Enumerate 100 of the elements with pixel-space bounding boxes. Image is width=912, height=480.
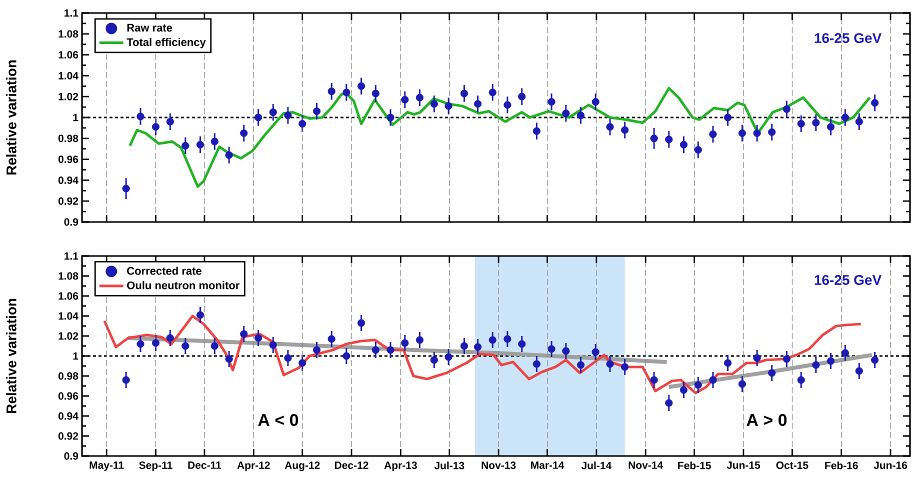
y-tick-label: 0.98 — [58, 134, 78, 142]
line-series — [103, 314, 862, 394]
point — [152, 339, 160, 347]
point — [269, 108, 277, 116]
y-tick-label: 1.08 — [58, 272, 78, 280]
point — [401, 339, 409, 347]
point — [576, 361, 585, 369]
point — [518, 340, 526, 348]
point — [284, 112, 292, 120]
point — [782, 105, 790, 113]
point — [372, 346, 380, 354]
point — [855, 367, 863, 375]
x-tick-label: Jun-16 — [874, 462, 908, 469]
point — [328, 335, 336, 343]
point — [841, 114, 849, 122]
point — [136, 112, 144, 120]
point — [474, 343, 482, 351]
point — [386, 114, 394, 122]
point — [122, 376, 130, 384]
y-tick-label: 0.96 — [58, 156, 78, 164]
x-tick-label: Feb-16 — [825, 462, 858, 470]
y-tick-label: 0.94 — [58, 176, 78, 184]
point — [532, 127, 540, 135]
x-tick-label: Nov-14 — [628, 462, 664, 469]
point — [782, 355, 790, 363]
y-tick-label: 1.08 — [58, 30, 78, 38]
point — [225, 355, 233, 363]
point — [738, 129, 746, 137]
point — [122, 184, 130, 192]
point — [136, 340, 144, 348]
point — [665, 136, 673, 144]
x-tick-label: Mar-14 — [531, 462, 564, 469]
point — [562, 347, 570, 355]
point — [254, 114, 262, 122]
point — [738, 380, 746, 388]
point — [182, 342, 190, 350]
point — [210, 342, 218, 350]
point — [724, 359, 732, 367]
x-tick-label: Jun-15 — [726, 462, 760, 469]
point — [532, 360, 540, 368]
point — [606, 123, 614, 131]
y-tick-label: 1.06 — [58, 292, 78, 300]
y-tick-label: 1.04 — [58, 312, 78, 320]
point — [680, 386, 688, 394]
y-tick-label: 1 — [73, 352, 78, 360]
x-tick-label: Nov-13 — [482, 462, 516, 469]
annotation: A > 0 — [746, 414, 787, 426]
point — [826, 123, 835, 131]
annotation: 16-25 GeV — [814, 275, 882, 285]
point — [724, 114, 732, 122]
point — [488, 88, 496, 96]
point — [240, 129, 248, 137]
point — [709, 130, 717, 138]
line-series — [128, 86, 872, 188]
point — [812, 361, 820, 369]
legend-label: Total efficiency — [126, 38, 206, 48]
point — [182, 142, 190, 150]
point — [606, 360, 614, 368]
point — [650, 376, 658, 384]
point — [342, 88, 350, 96]
point — [548, 98, 556, 106]
point — [196, 140, 204, 148]
point — [444, 353, 452, 361]
point — [401, 96, 409, 104]
y-tick-label: 1.02 — [58, 92, 78, 100]
point — [298, 120, 306, 128]
point — [298, 359, 306, 367]
y-tick-label: 1.06 — [58, 51, 78, 59]
y-tick-label: 0.9 — [64, 452, 78, 460]
y-tick-label: 0.96 — [58, 392, 78, 400]
point — [709, 376, 717, 384]
point — [504, 335, 512, 343]
y-tick-label: 1 — [73, 114, 78, 122]
y-tick-label: 0.98 — [58, 372, 78, 380]
point — [548, 345, 556, 353]
point — [444, 102, 452, 110]
point — [768, 369, 776, 377]
point — [797, 120, 805, 128]
point — [152, 123, 160, 131]
point — [488, 336, 496, 344]
point — [812, 118, 820, 127]
point — [621, 363, 629, 371]
point — [357, 82, 366, 90]
point — [357, 319, 366, 327]
point — [650, 134, 658, 142]
y-tick-label: 1.1 — [64, 9, 78, 17]
point — [768, 128, 776, 136]
annotation: 16-25 GeV — [814, 33, 882, 44]
point — [592, 98, 600, 106]
legend-label: Oulu neutron monitor — [127, 281, 240, 290]
annotation: A < 0 — [258, 414, 298, 426]
x-tick-label: Apr-13 — [384, 462, 417, 472]
point — [166, 118, 174, 126]
y-tick-label: 1.1 — [64, 252, 78, 260]
legend-label: Raw rate — [127, 24, 172, 32]
point — [460, 90, 468, 98]
point — [592, 348, 600, 356]
point — [797, 376, 805, 384]
point — [753, 129, 761, 137]
x-tick-label: Dec-12 — [334, 462, 368, 469]
